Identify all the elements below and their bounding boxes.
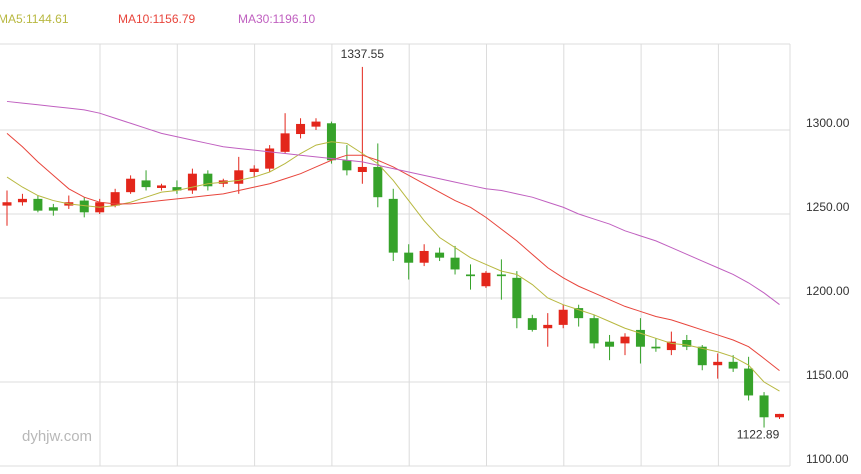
watermark: dyhjw.com (22, 428, 92, 445)
candle-body (466, 274, 475, 277)
candle-body (635, 329, 645, 347)
candle-body (48, 207, 58, 211)
legend-label: MA30:1196.10 (238, 12, 315, 26)
legend-label: MA10:1156.79 (118, 12, 195, 26)
candle-body (697, 346, 707, 366)
candle-body (543, 324, 553, 329)
y-tick-label: 1100.00 (806, 452, 849, 466)
candle-body (574, 308, 584, 319)
candle-body (311, 121, 321, 127)
candle-body (157, 185, 166, 188)
candle-body (682, 339, 692, 347)
candle-body (342, 160, 352, 171)
candle-body (759, 395, 769, 418)
candle-body (357, 166, 367, 172)
candle-body (203, 173, 213, 187)
low-annotation: 1122.89 (737, 428, 780, 442)
candle-body (481, 272, 491, 287)
candle-body (450, 257, 460, 270)
ma-line (6, 141, 780, 392)
candle-body (172, 187, 182, 191)
candle-body (249, 168, 259, 172)
candle-body (728, 361, 738, 369)
y-tick-label: 1150.00 (806, 368, 849, 382)
candle-body (713, 361, 723, 366)
candle-body (651, 346, 661, 349)
candle-body (775, 413, 784, 418)
legend-label: MA5:1144.61 (0, 12, 69, 26)
y-tick-label: 1250.00 (806, 200, 850, 214)
candle-body (280, 133, 290, 152)
candle-body (620, 336, 630, 344)
candle-body (110, 192, 120, 206)
candle-body (744, 368, 754, 396)
candle-body (404, 252, 414, 263)
candle-body (373, 166, 383, 198)
candle-body (558, 309, 568, 325)
candle-body (527, 318, 537, 330)
candle-body (419, 250, 429, 263)
candle-body (496, 274, 506, 277)
candle-body (589, 318, 599, 344)
candle-body (512, 277, 522, 319)
candle-body (79, 200, 89, 213)
candle-body (296, 123, 306, 135)
candle-body (435, 252, 445, 258)
candle-body (187, 173, 197, 191)
ma-line (6, 100, 780, 305)
candle-body (33, 198, 43, 211)
candle-body (605, 341, 615, 347)
candle-body (666, 341, 676, 351)
ma-line (6, 132, 780, 371)
candle-body (234, 170, 244, 184)
candle-body (265, 148, 275, 169)
candle-body (141, 180, 151, 188)
candle-body (126, 178, 136, 193)
high-annotation: 1337.55 (341, 47, 385, 61)
candle-body (388, 198, 398, 253)
candle-body (2, 202, 12, 206)
y-tick-label: 1300.00 (806, 116, 850, 130)
y-tick-label: 1200.00 (806, 284, 850, 298)
candle-body (17, 198, 27, 203)
